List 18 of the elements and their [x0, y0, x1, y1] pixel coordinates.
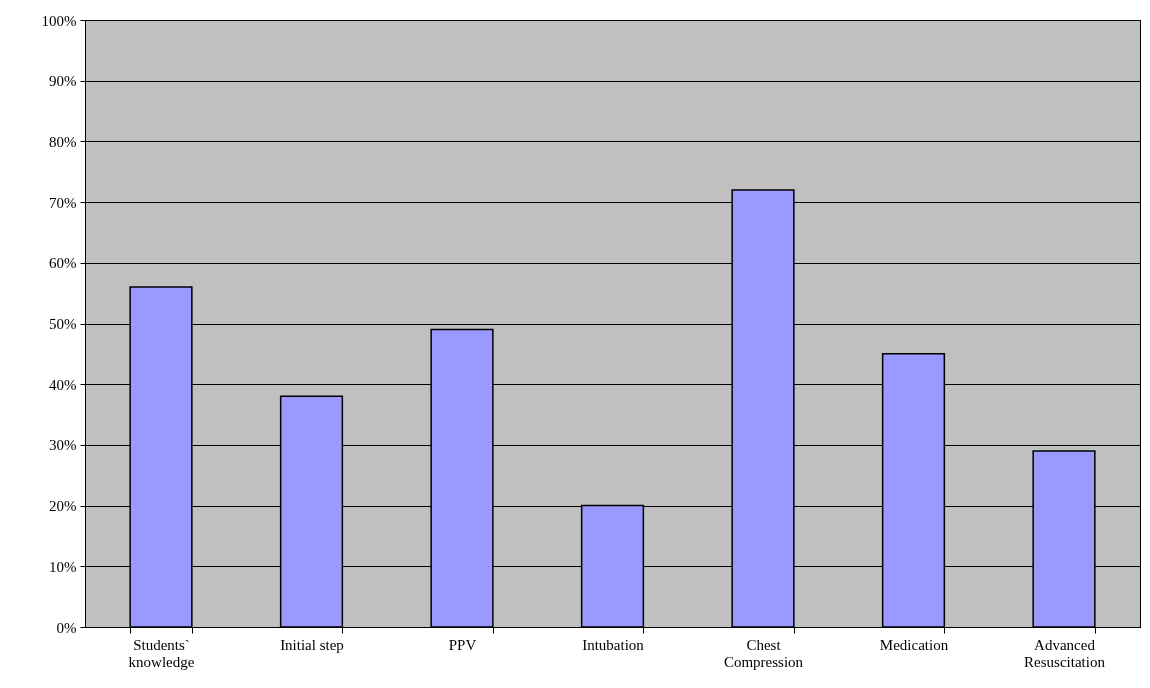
x-tick-label: Students` knowledge: [128, 636, 195, 670]
x-tick-label: PPV: [448, 636, 477, 653]
x-tick-label: Intubation: [582, 636, 645, 653]
x-tick-label: Medication: [879, 636, 949, 653]
y-tick-label: 80%: [49, 133, 77, 150]
y-tick-label: 50%: [49, 316, 77, 332]
y-tick-label: 70%: [49, 194, 77, 211]
y-tick-label: 60%: [49, 255, 77, 272]
y-tick-label: 100%: [41, 12, 77, 29]
x-tick-label: Advanced Resuscitation: [1024, 636, 1106, 670]
y-tick-label: 20%: [49, 498, 77, 515]
x-tick-label: Initial step: [280, 636, 344, 653]
y-tick-label: 0%: [56, 619, 77, 636]
y-tick-label: 90%: [49, 73, 77, 90]
y-tick-label: 40%: [49, 376, 77, 393]
x-tick-label: Chest Compression: [723, 636, 804, 670]
y-tick-label: 10%: [49, 558, 77, 575]
y-tick-label: 30%: [49, 437, 77, 454]
